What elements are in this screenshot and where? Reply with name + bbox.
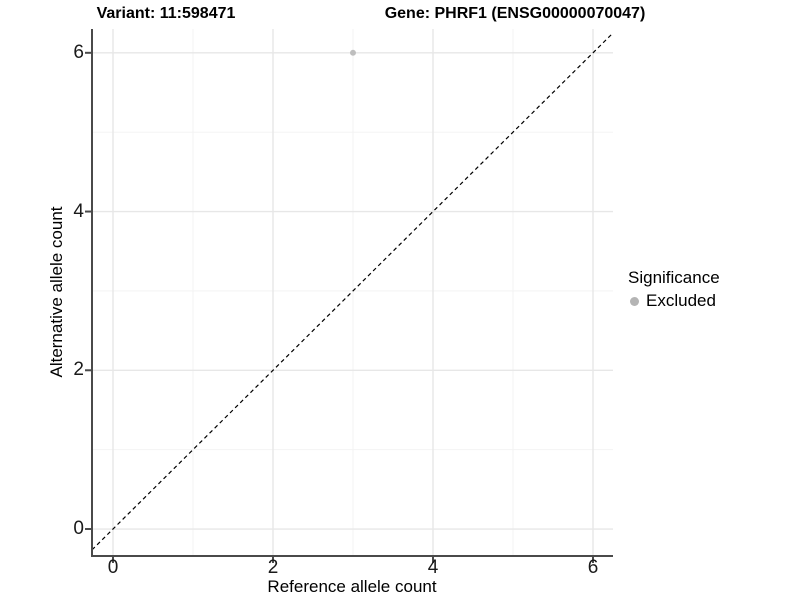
x-tick-label: 2: [267, 557, 279, 578]
legend-items: Excluded: [628, 291, 720, 311]
x-tick-label: 4: [427, 557, 439, 578]
y-tick-label: 4: [73, 200, 84, 222]
data-point: [350, 49, 356, 56]
legend-title: Significance: [628, 268, 720, 287]
y-tick-label: 6: [73, 41, 84, 63]
x-tick-label: 6: [587, 557, 599, 578]
y-tick-label: 2: [73, 359, 84, 381]
x-tick-label: 0: [107, 557, 119, 578]
legend-item: Excluded: [628, 291, 720, 311]
legend-item-label: Excluded: [646, 291, 716, 310]
identity-dashed-line: [91, 32, 614, 551]
y-axis-title: Alternative allele count: [47, 206, 66, 378]
plot-title-variant: Variant: 11:598471: [96, 5, 236, 22]
x-axis-title: Reference allele count: [267, 577, 437, 596]
legend: Significance Excluded: [628, 266, 720, 311]
legend-key-dot-icon: [630, 296, 639, 306]
plot-title-gene: Gene: PHRF1 (ENSG00000070047): [384, 5, 646, 22]
y-tick-label: 0: [73, 518, 84, 539]
